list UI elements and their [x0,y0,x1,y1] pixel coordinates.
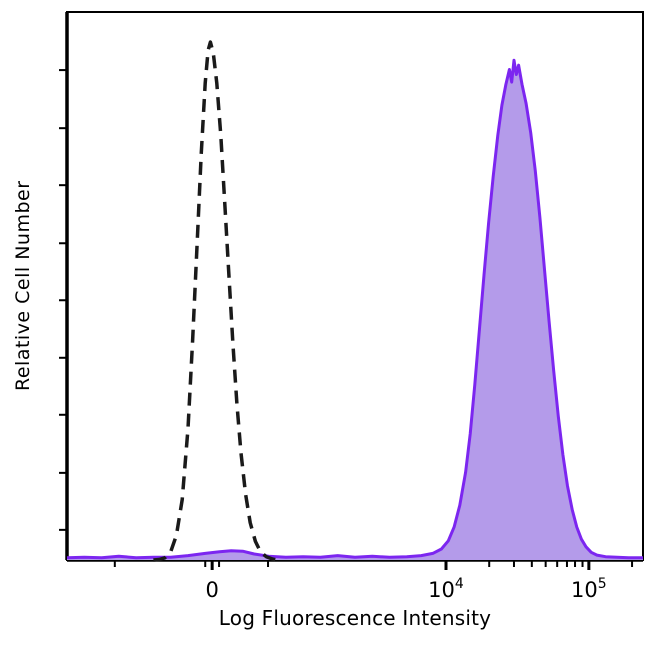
x-tick-label: 0 [205,578,218,602]
dashed_black_control-curve [153,40,278,562]
y-axis-label: Relative Cell Number [12,180,34,392]
x-tick-label: 105 [571,576,607,602]
x-tick-label: 104 [428,576,464,602]
filled_purple_stained-fill [67,60,643,560]
filled_purple_stained-curve [66,58,643,560]
x-axis-label: Log Fluorescence Intensity [218,606,492,630]
